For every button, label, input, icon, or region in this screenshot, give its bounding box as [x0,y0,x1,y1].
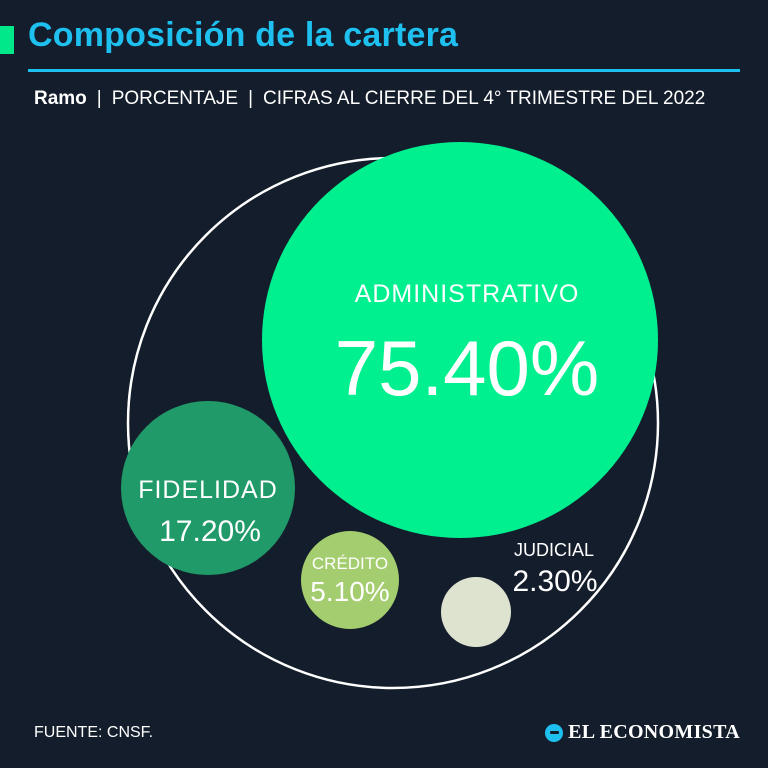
title-rule [28,69,740,72]
subtitle-separator: | [248,88,254,109]
value-label-fidelidad: 17.20% [159,515,261,548]
value-label-credito: 5.10% [310,576,389,607]
value-label-administrativo: 75.40% [335,324,600,412]
page-title: Composición de la cartera [28,16,459,54]
category-label-administrativo: ADMINISTRATIVO [355,280,580,308]
source-note: FUENTE: CNSF. [34,724,154,741]
subtitle-label: Ramo [34,88,87,109]
subtitle-unit: PORCENTAJE [111,88,239,109]
subtitle: Ramo | PORCENTAJE | CIFRAS AL CIERRE DEL 4° … [34,88,705,110]
category-label-credito: CRÉDITO [312,554,388,573]
bubble-fidelidad [121,401,295,575]
title-accent-block [0,26,14,54]
bubble-administrativo [262,142,658,538]
subtitle-note: CIFRAS AL CIERRE DEL 4° TRIMESTRE DEL 20… [263,88,706,109]
brand-logo-icon [545,723,564,742]
category-label-fidelidad: FIDELIDAD [138,476,278,504]
brand-name: EL ECONOMISTA [568,721,740,743]
bubble-credito [301,531,399,629]
subtitle-separator: | [96,88,102,109]
bubble-judicial [441,577,511,647]
brand-logo: EL ECONOMISTA [545,721,740,744]
category-label-judicial: JUDICIAL [514,540,594,560]
value-label-judicial: 2.30% [512,565,597,598]
